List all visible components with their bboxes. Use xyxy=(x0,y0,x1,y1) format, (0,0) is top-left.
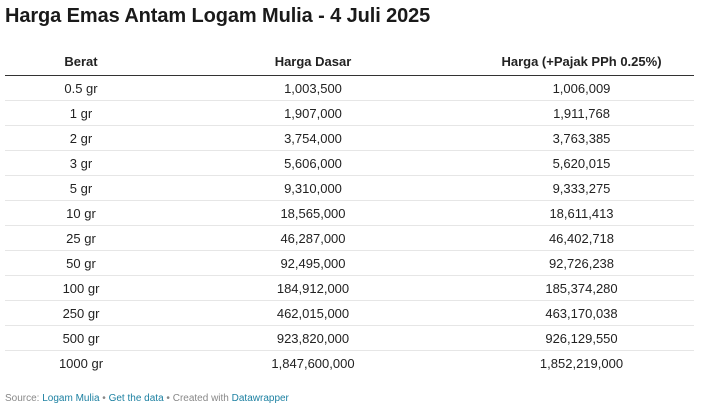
cell-harga-pajak: 3,763,385 xyxy=(552,130,611,146)
column-header-berat: Berat xyxy=(64,54,98,69)
table-row: 5 gr 9,310,000 9,333,275 xyxy=(5,176,694,201)
table-row: 25 gr 46,287,000 46,402,718 xyxy=(5,226,694,251)
cell-berat: 2 gr xyxy=(69,130,93,146)
price-table: Berat Harga Dasar Harga (+Pajak PPh 0.25… xyxy=(5,48,694,376)
datawrapper-link[interactable]: Datawrapper xyxy=(231,393,289,404)
cell-harga-dasar: 18,565,000 xyxy=(280,205,346,221)
cell-harga-pajak: 463,170,038 xyxy=(545,305,618,321)
cell-harga-dasar: 1,003,500 xyxy=(284,80,342,96)
cell-berat: 500 gr xyxy=(62,330,100,346)
table-row: 250 gr 462,015,000 463,170,038 xyxy=(5,301,694,326)
cell-harga-dasar: 923,820,000 xyxy=(276,330,350,346)
cell-berat: 25 gr xyxy=(66,230,96,246)
column-header-harga-pajak: Harga (+Pajak PPh 0.25%) xyxy=(501,54,662,69)
table-row: 1000 gr 1,847,600,000 1,852,219,000 xyxy=(5,351,694,376)
footer-separator: • xyxy=(166,393,170,404)
cell-harga-pajak: 185,374,280 xyxy=(545,280,618,296)
source-link[interactable]: Logam Mulia xyxy=(42,393,100,404)
footer-separator: • xyxy=(102,393,106,404)
cell-harga-dasar: 92,495,000 xyxy=(280,255,346,271)
chart-footer: Source: Logam Mulia • Get the data • Cre… xyxy=(5,393,289,404)
table-row: 500 gr 923,820,000 926,129,550 xyxy=(5,326,694,351)
get-data-link[interactable]: Get the data xyxy=(108,393,164,404)
column-header-harga-dasar: Harga Dasar xyxy=(274,54,352,69)
cell-harga-dasar: 5,606,000 xyxy=(284,155,342,171)
table-row: 2 gr 3,754,000 3,763,385 xyxy=(5,126,694,151)
cell-berat: 5 gr xyxy=(69,180,93,196)
cell-harga-dasar: 1,907,000 xyxy=(284,105,342,121)
cell-berat: 50 gr xyxy=(66,255,96,271)
cell-berat: 10 gr xyxy=(66,205,96,221)
table-row: 50 gr 92,495,000 92,726,238 xyxy=(5,251,694,276)
table-body: 0.5 gr 1,003,500 1,006,009 1 gr 1,907,000 1,9… xyxy=(5,76,694,376)
cell-harga-dasar: 184,912,000 xyxy=(276,280,350,296)
cell-harga-dasar: 1,847,600,000 xyxy=(271,356,355,371)
cell-harga-dasar: 46,287,000 xyxy=(280,230,346,246)
table-row: 3 gr 5,606,000 5,620,015 xyxy=(5,151,694,176)
cell-berat: 1000 gr xyxy=(58,356,104,371)
cell-harga-dasar: 9,310,000 xyxy=(284,180,342,196)
cell-berat: 1 gr xyxy=(69,105,93,121)
table-row: 100 gr 184,912,000 185,374,280 xyxy=(5,276,694,301)
cell-harga-pajak: 1,006,009 xyxy=(552,80,611,96)
cell-harga-pajak: 9,333,275 xyxy=(552,180,611,196)
cell-harga-pajak: 46,402,718 xyxy=(548,230,615,246)
table-row: 0.5 gr 1,003,500 1,006,009 xyxy=(5,76,694,101)
table-row: 1 gr 1,907,000 1,911,768 xyxy=(5,101,694,126)
cell-harga-pajak: 18,611,413 xyxy=(549,205,614,221)
cell-harga-pajak: 92,726,238 xyxy=(548,255,615,271)
cell-harga-dasar: 462,015,000 xyxy=(276,305,350,321)
table-header: Berat Harga Dasar Harga (+Pajak PPh 0.25… xyxy=(5,48,694,76)
cell-berat: 250 gr xyxy=(62,305,100,321)
cell-berat: 3 gr xyxy=(69,155,93,171)
cell-harga-pajak: 5,620,015 xyxy=(552,155,611,171)
cell-berat: 0.5 gr xyxy=(64,80,98,96)
cell-harga-pajak: 1,911,768 xyxy=(553,105,610,121)
cell-berat: 100 gr xyxy=(62,280,100,296)
source-label: Source: xyxy=(5,393,40,404)
chart-title: Harga Emas Antam Logam Mulia - 4 Juli 20… xyxy=(5,5,431,27)
created-with-label: Created with xyxy=(172,393,229,404)
table-row: 10 gr 18,565,000 18,611,413 xyxy=(5,201,694,226)
cell-harga-pajak: 1,852,219,000 xyxy=(539,356,624,371)
cell-harga-pajak: 926,129,550 xyxy=(545,330,618,346)
cell-harga-dasar: 3,754,000 xyxy=(284,130,342,146)
